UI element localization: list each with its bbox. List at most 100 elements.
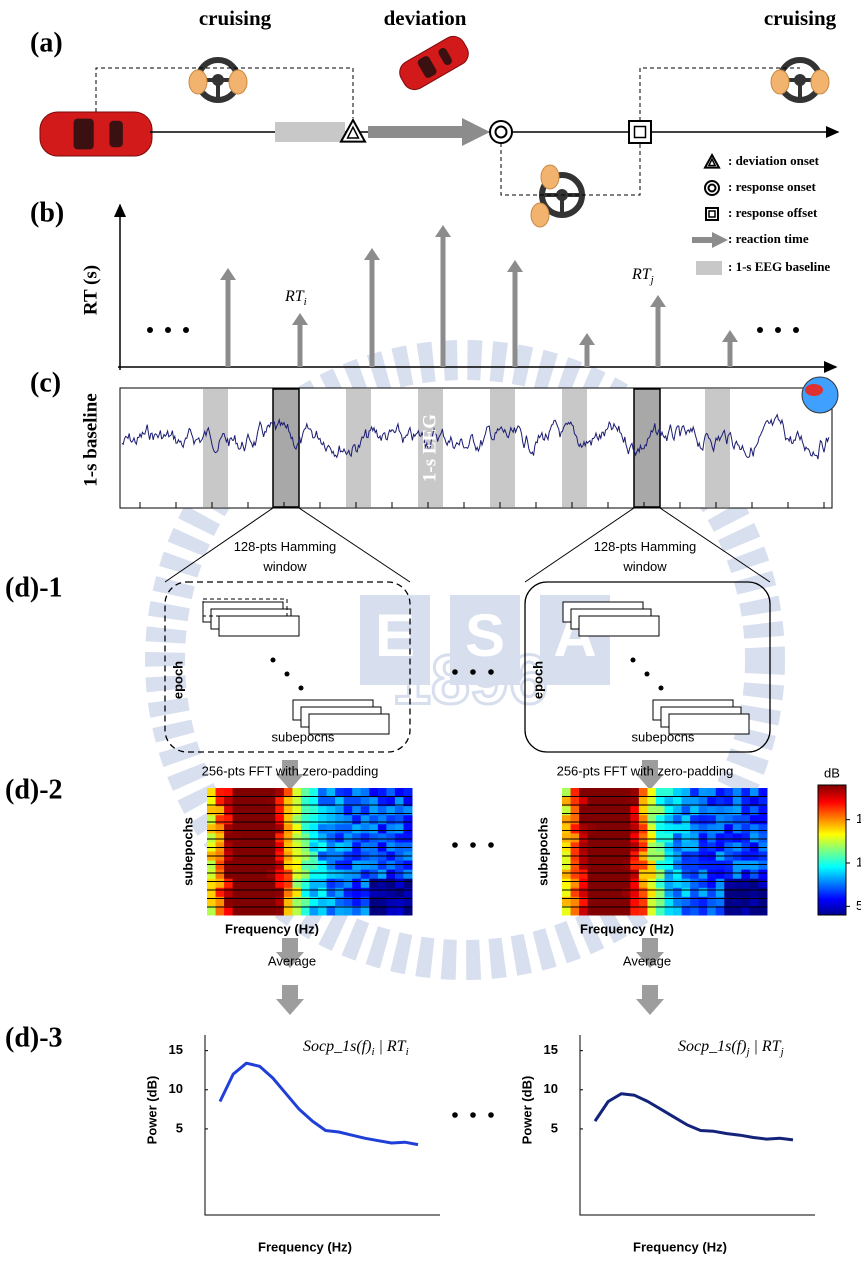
spectrogram-cell [403, 878, 413, 889]
spectrogram-cell [621, 860, 631, 871]
spectrogram-cell [613, 797, 623, 807]
spectrogram-cell [698, 869, 708, 880]
spectrogram-cell [698, 887, 708, 898]
spectrogram-cell [394, 878, 404, 889]
spectrogram-cell [715, 824, 725, 834]
spectrogram-cell [715, 797, 725, 807]
watermark-box [450, 595, 520, 685]
spectrogram-cell [596, 860, 606, 871]
spectrogram-cell [749, 833, 759, 843]
spectrogram-cell [249, 887, 259, 898]
spectrogram-cell [647, 815, 657, 825]
spectrogram-cell [715, 896, 725, 907]
spectrogram-cell [292, 806, 302, 816]
rt-arrow [507, 260, 523, 367]
spectrogram-cell [741, 788, 751, 798]
ellipsis-dot [658, 685, 664, 691]
spectrogram-cell [749, 824, 759, 834]
spectrogram-cell [394, 905, 404, 916]
axes [204, 1035, 440, 1216]
spectrogram-cell [673, 815, 683, 825]
onset-triangle [703, 152, 721, 169]
spectrogram-cell [562, 833, 572, 843]
spectrogram-cell [681, 788, 691, 798]
spectrogram-cell [715, 806, 725, 816]
spectrogram-cell [232, 815, 242, 825]
spectrogram-cell [673, 797, 683, 807]
spectrogram-cell [241, 815, 251, 825]
ellipsis-dot [488, 842, 494, 848]
spectrogram-cell [562, 824, 572, 834]
spectrogram-cell [587, 860, 597, 871]
spectrogram-cell [698, 896, 708, 907]
watermark-numerals: 1896 [392, 640, 548, 718]
spectrogram-cell [749, 887, 759, 898]
spectrogram-cell [283, 878, 293, 889]
spectrogram-cell [604, 788, 614, 798]
spectrogram-cell [300, 833, 310, 843]
spectrogram-cell [258, 896, 268, 907]
spectrogram-cell [386, 833, 396, 843]
spectrogram-cell [224, 806, 234, 816]
spectrogram-cell [621, 788, 631, 798]
spectrogram-cell [275, 806, 285, 816]
spectrogram-cell [326, 788, 336, 798]
spectrogram-cell [283, 869, 293, 880]
spectrogram-cell [579, 833, 589, 843]
spectrum-line [218, 1061, 419, 1147]
spectrogram-cell [326, 815, 336, 825]
spectrogram-cell [386, 788, 396, 798]
spectrogram-cell [604, 887, 614, 898]
spectrogram-cell [664, 869, 674, 880]
flow-arrow [276, 760, 304, 790]
spectrogram-cell [215, 905, 225, 916]
spectrogram-cell [326, 887, 336, 898]
spectrogram-cell [630, 905, 640, 916]
spectrogram-cell [292, 887, 302, 898]
spectrogram-cell [673, 833, 683, 843]
spectrogram-cell [266, 815, 276, 825]
panel-label: (d)-3 [5, 1022, 63, 1053]
spectrogram-cell [715, 878, 725, 889]
spectrogram-cell [360, 869, 370, 880]
spectrogram-cell [604, 869, 614, 880]
spectrogram-cell [275, 860, 285, 871]
spectrogram-cell [732, 788, 742, 798]
spectrogram-cell [300, 878, 310, 889]
spectrogram-cell [758, 860, 768, 871]
spectrogram-cell [360, 896, 370, 907]
spectrogram-cell [232, 824, 242, 834]
spectrogram-cell [570, 878, 580, 889]
spectrogram-cell [758, 824, 768, 834]
ellipsis-dot [470, 1112, 476, 1118]
ellipsis-dot [488, 669, 494, 675]
spectrogram-cell [570, 860, 580, 871]
spectrogram-cell [207, 896, 217, 907]
spectrogram-cell [309, 887, 319, 898]
response-circle [704, 180, 720, 196]
spectrogram-cell [352, 797, 362, 807]
spectrogram-cell [258, 905, 268, 916]
spectrogram-cell [638, 833, 648, 843]
spectrogram-cell [621, 905, 631, 916]
spectrogram-cell [647, 806, 657, 816]
average-label: Average [268, 953, 316, 968]
spectrogram-cell [335, 833, 345, 843]
subepoch-dashed [202, 598, 288, 617]
ellipsis-dot [298, 685, 304, 691]
epoch-label: epoch [170, 661, 185, 699]
spectrogram-cell [664, 815, 674, 825]
spectrogram-cell [352, 833, 362, 843]
spectrogram-cell [570, 887, 580, 898]
formula-sub: i [371, 1046, 374, 1058]
spectrogram-cell [630, 887, 640, 898]
spectrogram-cell [732, 860, 742, 871]
spectrogram-cell [690, 887, 700, 898]
spectrogram-cell [681, 860, 691, 871]
average-label: Average [623, 953, 671, 968]
response-circle-inner [707, 183, 717, 193]
spectrogram-cell [266, 806, 276, 816]
spectrogram-cell [360, 887, 370, 898]
legend-label: : reaction time [728, 231, 809, 246]
spectrogram-cell [741, 905, 751, 916]
